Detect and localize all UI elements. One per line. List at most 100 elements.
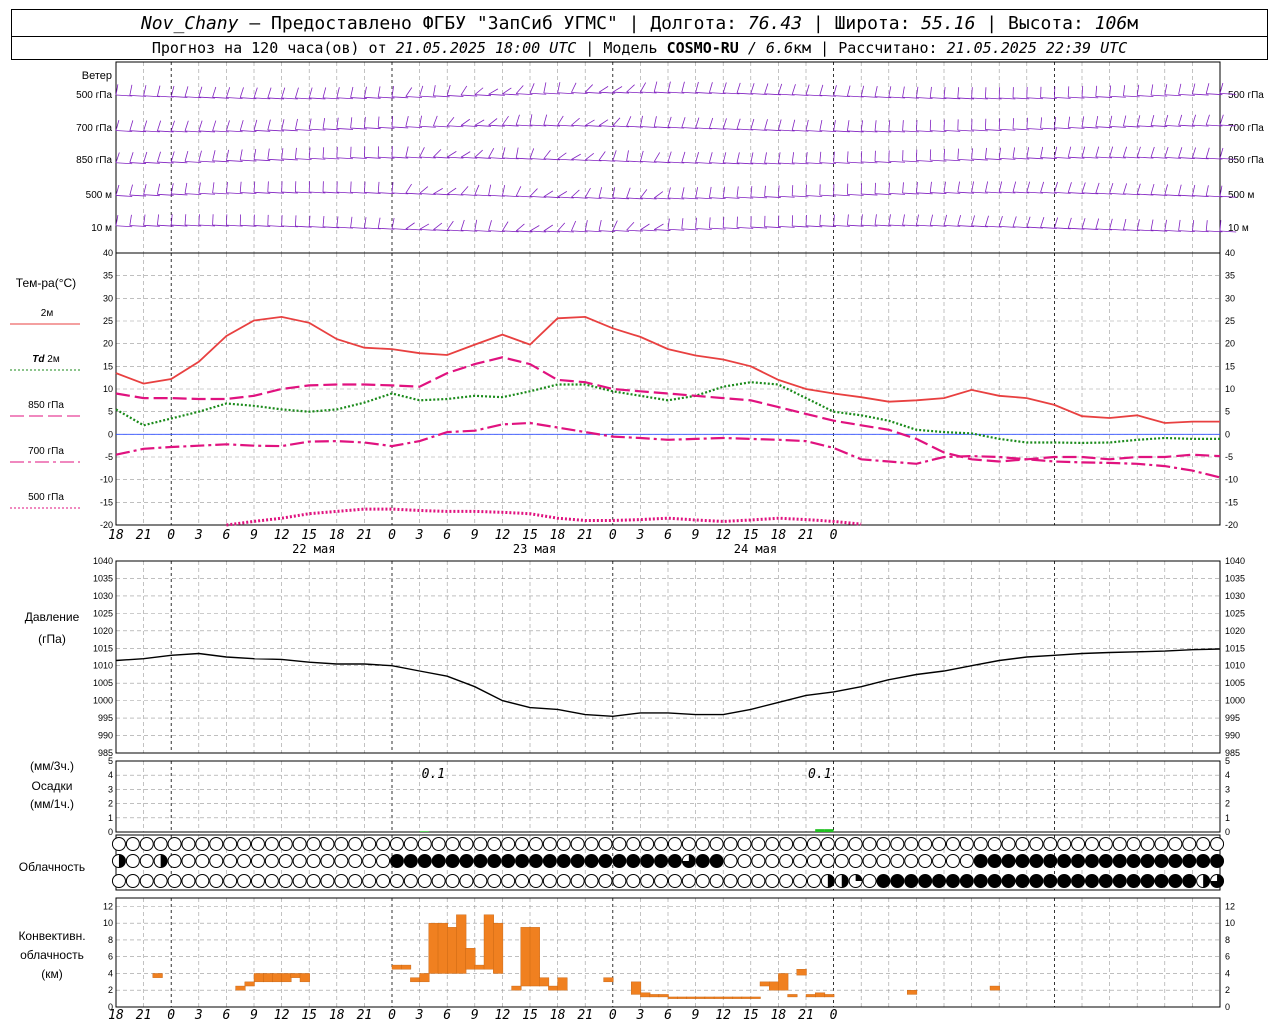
calc-time: 21.05.2025 22:39 UTC (946, 39, 1128, 57)
x-tick-label: 0 (609, 528, 617, 543)
wind-barb-staff (709, 92, 726, 95)
cloudiness-panel (111, 834, 1225, 891)
wind-barb (405, 87, 413, 97)
wind-barb (1136, 115, 1141, 126)
cloud-circle (904, 874, 919, 888)
wind-barb (129, 152, 134, 163)
cloud-circle (473, 854, 488, 868)
wind-barb-staff (1219, 92, 1237, 95)
y-tick-label-left: 1040 (93, 556, 113, 566)
cloud-circle (640, 837, 655, 851)
wind-barb (1150, 146, 1155, 158)
conv-title-1: Конвективн. (18, 929, 85, 943)
wind-barb-staff (336, 226, 354, 229)
wind-level-label-left: 10 м (91, 223, 112, 234)
cloud-circle (125, 854, 140, 868)
cloud-circle (1029, 874, 1044, 888)
cloud-circle (250, 837, 265, 851)
wind-barb-staff (212, 224, 229, 227)
wind-barb-staff (171, 193, 188, 196)
wind-barb (667, 187, 671, 199)
pressure-title: Давление (25, 610, 80, 624)
wind-barb-staff (157, 224, 174, 227)
wind-barb-staff (723, 162, 740, 165)
x-tick-label: 18 (329, 1008, 345, 1023)
wind-barb-staff (488, 194, 505, 197)
wind-barb-staff (778, 129, 795, 132)
wind-barb-staff (902, 224, 919, 227)
wind-barb-staff (709, 162, 726, 165)
y-tick-label-left: 4 (108, 770, 113, 780)
cloud-circle (612, 854, 627, 868)
wind-barb-staff (861, 193, 878, 196)
cloud-circle (348, 837, 363, 851)
wind-barb (212, 86, 217, 98)
y-tick-label-right: 0 (1225, 827, 1230, 837)
x-tick-label: 9 (471, 528, 479, 543)
cloud-circle (417, 874, 432, 888)
wind-barb (998, 181, 1003, 193)
wind-barb-staff (281, 158, 298, 161)
wind-barb (460, 85, 468, 96)
cloud-circle (334, 837, 349, 851)
y-tick-label-right: 1005 (1225, 678, 1245, 688)
wind-barb-staff (240, 224, 257, 227)
wind-barb (184, 86, 189, 97)
wind-barb-staff (571, 196, 588, 199)
wind-barb-staff (1137, 125, 1154, 128)
wind-barb-staff (295, 158, 312, 161)
wind-barb-staff (764, 162, 781, 165)
wind-barb (364, 217, 367, 228)
cloud-circle (751, 854, 766, 868)
wind-barb-staff (1164, 94, 1182, 97)
cloud-circle (167, 837, 182, 851)
wind-level-label-left: 850 гПа (76, 155, 112, 166)
wind-barb-staff (350, 191, 367, 194)
cloud-circle (431, 874, 446, 888)
wind-barb (515, 85, 524, 94)
conv-bar (667, 996, 678, 999)
cloud-circle (1126, 854, 1141, 868)
temp-series-line (115, 421, 1221, 479)
cloud-circle (473, 874, 488, 888)
wind-barb-staff (847, 95, 864, 98)
wind-barb (198, 150, 202, 162)
wind-barb (1109, 146, 1114, 158)
wind-barb-staff (902, 96, 919, 99)
wind-barb (267, 119, 271, 131)
wind-barb-staff (930, 159, 947, 162)
wind-barb-staff (488, 230, 505, 233)
wind-barb-staff (847, 194, 864, 196)
wind-barb-staff (529, 124, 547, 127)
wind-barb (612, 150, 617, 161)
wind-barb-staff (1123, 95, 1140, 98)
wind-barb-staff (474, 94, 492, 97)
legend-t500: 500 гПа (28, 492, 64, 503)
conv-bar (263, 973, 274, 983)
wind-barb-staff (143, 194, 160, 197)
wind-barb (681, 151, 686, 163)
cloud-circle (237, 874, 252, 888)
wind-barb (929, 86, 932, 98)
wind-barb (253, 181, 256, 193)
wind-barb (474, 219, 478, 231)
y-tick-label-left: 20 (103, 339, 113, 349)
wind-barb-staff (460, 156, 478, 159)
wind-barb (253, 87, 258, 98)
wind-barb (129, 214, 132, 226)
cloud-circle (1210, 854, 1225, 868)
y-tick-label-left: 3 (108, 784, 113, 794)
wind-barb (1081, 86, 1084, 97)
conv-bar (281, 973, 292, 983)
x-tick-label: 21 (357, 528, 373, 543)
y-tick-label-right: 1020 (1225, 626, 1245, 636)
wind-barb-staff (778, 162, 795, 165)
cloud-circle (487, 874, 502, 888)
wind-barb-staff (502, 157, 519, 160)
cloud-circle (584, 854, 599, 868)
y-tick-label-right: 995 (1225, 713, 1240, 723)
wind-barb-staff (198, 130, 216, 133)
wind-barb (971, 181, 975, 193)
wind-barb (957, 215, 962, 226)
cloud-circle (181, 874, 196, 888)
